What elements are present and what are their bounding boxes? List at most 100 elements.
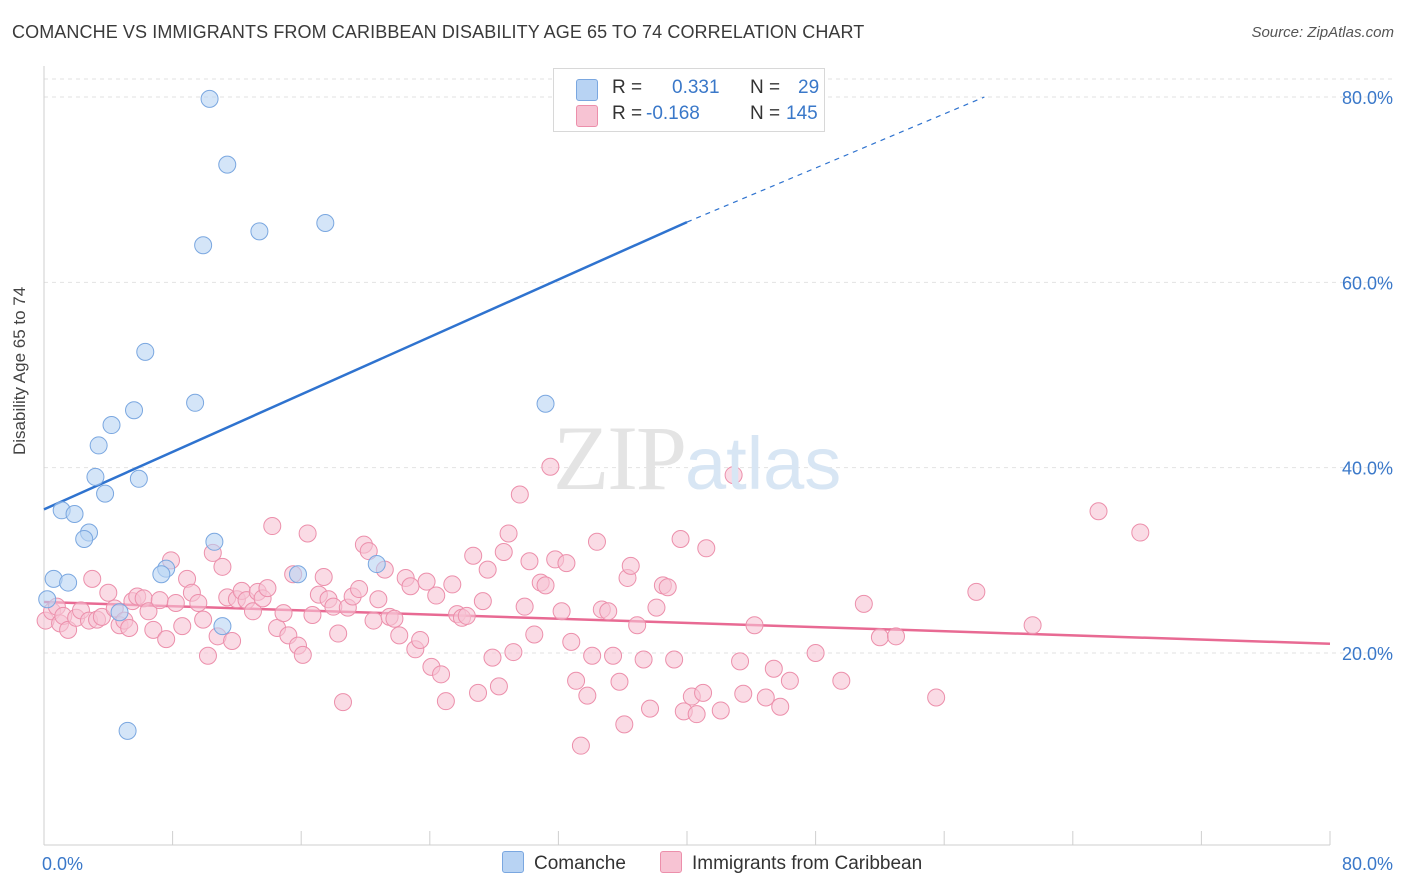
y-tick-label: 40.0% (1342, 459, 1393, 479)
caribbean-point (173, 617, 192, 636)
caribbean-point (647, 598, 666, 617)
caribbean-point (189, 593, 208, 612)
caribbean-point (401, 577, 420, 596)
caribbean-point (583, 646, 602, 665)
caribbean-point (1131, 523, 1150, 542)
caribbean-point (473, 592, 492, 611)
y-axis-label: Disability Age 65 to 74 (10, 286, 29, 455)
legend-item-caribbean: Immigrants from Caribbean (660, 851, 922, 875)
caribbean-point (385, 609, 404, 628)
caribbean-point (489, 677, 508, 696)
caribbean-point (194, 610, 213, 629)
comanche-point (250, 222, 269, 241)
comanche-point (75, 530, 94, 549)
x-tick-label: 80.0% (1342, 854, 1393, 874)
caribbean-point (298, 524, 317, 543)
caribbean-point (671, 530, 690, 549)
caribbean-swatch (576, 105, 598, 127)
caribbean-point (274, 604, 293, 623)
caribbean-point (139, 602, 158, 621)
comanche-point (200, 89, 219, 108)
caribbean-point (314, 568, 333, 587)
comanche-point (367, 555, 386, 574)
caribbean-point (927, 688, 946, 707)
caribbean-point (359, 542, 378, 561)
stats-legend: R = 0.331 N = 29 R = -0.168 N = 145 (553, 68, 825, 132)
caribbean-point (411, 631, 430, 650)
x-tick-label: 0.0% (42, 854, 83, 874)
caribbean-point (567, 671, 586, 690)
caribbean-point (870, 628, 889, 647)
caribbean-point (390, 626, 409, 645)
caribbean-point (886, 627, 905, 646)
caribbean-point (541, 457, 560, 476)
caribbean-point (599, 602, 618, 621)
n-value: 145 (786, 103, 818, 124)
caribbean-point (771, 697, 790, 716)
caribbean-point (99, 583, 118, 602)
caribbean-point (1023, 616, 1042, 635)
caribbean-point (350, 580, 369, 599)
caribbean-point (615, 715, 634, 734)
y-tick-label: 80.0% (1342, 88, 1393, 108)
caribbean-point (724, 466, 743, 485)
caribbean-point (578, 686, 597, 705)
caribbean-point (223, 631, 242, 650)
caribbean-point (369, 590, 388, 609)
caribbean-point (571, 736, 590, 755)
caribbean-point (665, 650, 684, 669)
caribbean-point (832, 671, 851, 690)
caribbean-point (1089, 502, 1108, 521)
caribbean-point (258, 579, 277, 598)
tick-labels: 20.0% 40.0% 60.0% 80.0% 0.0% 80.0% (42, 88, 1393, 874)
caribbean-point (432, 665, 451, 684)
chart-title: COMANCHE VS IMMIGRANTS FROM CARIBBEAN DI… (12, 22, 865, 42)
caribbean-point (628, 616, 647, 635)
caribbean-point (417, 572, 436, 591)
caribbean-point (243, 602, 262, 621)
caribbean-point (263, 517, 282, 536)
caribbean-point (711, 701, 730, 720)
caribbean-point (293, 645, 312, 664)
watermark-zip: ZIP (553, 407, 687, 509)
legend-label: Immigrants from Caribbean (692, 853, 923, 874)
comanche-trend-extension (686, 96, 985, 223)
caribbean-point (478, 560, 497, 579)
caribbean-point (557, 554, 576, 573)
y-tick-label: 60.0% (1342, 273, 1393, 293)
caribbean-point (697, 539, 716, 558)
legend-item-comanche: Comanche (502, 851, 626, 875)
comanche-point (186, 393, 205, 412)
comanche-point (152, 565, 171, 584)
caribbean-point (515, 597, 534, 616)
comanche-point (288, 565, 307, 584)
comanche-point (102, 416, 121, 435)
comanche-point (536, 394, 555, 413)
y-tick-label: 20.0% (1342, 644, 1393, 664)
caribbean-point (562, 632, 581, 651)
comanche-point (89, 436, 108, 455)
caribbean-point (120, 618, 139, 637)
comanche-point (213, 617, 232, 636)
caribbean-point (436, 692, 455, 711)
data-points (36, 89, 1150, 755)
caribbean-point (510, 485, 529, 504)
caribbean-point (641, 699, 660, 718)
caribbean-point (499, 524, 518, 543)
caribbean-point (756, 688, 775, 707)
comanche-point (38, 590, 57, 609)
caribbean-point (634, 650, 653, 669)
comanche-point (96, 484, 115, 503)
caribbean-point (92, 607, 111, 626)
caribbean-point (610, 672, 629, 691)
caribbean-point (806, 644, 825, 662)
comanche-swatch (576, 79, 598, 101)
source-credit: Source: ZipAtlas.com (1251, 24, 1394, 41)
caribbean-point (144, 620, 163, 639)
comanche-point (118, 721, 137, 740)
comanche-point (205, 532, 224, 551)
caribbean-point (520, 552, 539, 571)
caribbean-point (587, 532, 606, 551)
caribbean-point (967, 582, 986, 601)
